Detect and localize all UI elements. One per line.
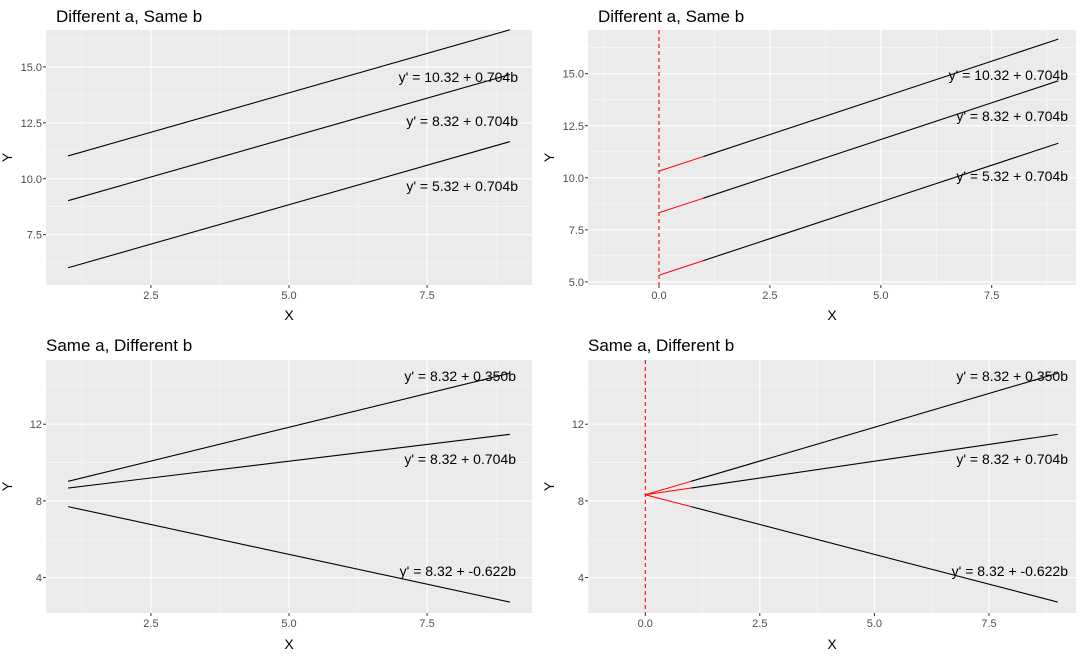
y-tick-label: 7.5 bbox=[27, 230, 42, 242]
series-intercept-extension-3 bbox=[645, 494, 692, 508]
x-axis-label: X bbox=[284, 307, 294, 323]
x-tick-label: 2.5 bbox=[762, 290, 777, 302]
x-tick-label: 0.0 bbox=[638, 618, 653, 630]
y-tick-label: 10.0 bbox=[21, 174, 42, 186]
series-line-2 bbox=[703, 80, 1059, 199]
series-label-3: y' = 8.32 + -0.622b bbox=[952, 563, 1069, 579]
chart-panel-3: 2.5 5.0 7.5 4 8 12 y' = 8.32 + 0.350b y' = 8.32… bbox=[0, 336, 532, 652]
series-line-1 bbox=[67, 29, 511, 157]
x-tick-label: 7.5 bbox=[419, 290, 434, 302]
chart-title: Different a, Same b bbox=[598, 7, 744, 26]
chart-panel-1: 2.5 5.0 7.57.510.012.515.0y' = 10.32 + 0.7… bbox=[0, 7, 532, 323]
y-tick-label: 12 bbox=[30, 419, 42, 431]
plot-background bbox=[588, 30, 1076, 285]
x-tick-label: 2.5 bbox=[752, 618, 767, 630]
series-intercept-extension-1 bbox=[658, 156, 704, 172]
series-label-1: y' = 8.32 + 0.350b bbox=[404, 368, 516, 384]
series-line-3 bbox=[67, 141, 511, 269]
y-tick-label: 12.5 bbox=[563, 121, 584, 133]
series-intercept-extension-1 bbox=[645, 480, 692, 496]
x-tick-label: 7.5 bbox=[419, 618, 434, 630]
y-tick-label: 15.0 bbox=[563, 69, 584, 81]
x-tick-label: 5.0 bbox=[873, 290, 888, 302]
series-intercept-extension-3 bbox=[658, 260, 704, 276]
chart-panel-4: 0.0 2.5 5.0 7.5 4 8 12 y' = 8.32 + 0.350b y' = 8… bbox=[541, 336, 1076, 652]
series-label-3: y' = 5.32 + 0.704b bbox=[406, 178, 518, 194]
x-tick-label: 7.5 bbox=[981, 618, 996, 630]
series-line-1 bbox=[690, 372, 1058, 482]
y-tick-label: 4 bbox=[36, 573, 42, 585]
y-tick-label: 12.5 bbox=[21, 118, 42, 130]
y-tick-label: 7.5 bbox=[569, 225, 584, 237]
x-tick-label: 5.0 bbox=[867, 618, 882, 630]
plot-background bbox=[588, 360, 1076, 613]
series-intercept-extension-2 bbox=[658, 197, 704, 214]
chart-title: Different a, Same b bbox=[56, 7, 202, 26]
series-label-3: y' = 8.32 + -0.622b bbox=[400, 563, 517, 579]
y-tick-label: 10.0 bbox=[563, 173, 584, 185]
x-axis-label: X bbox=[827, 307, 837, 323]
x-tick-label: 5.0 bbox=[281, 290, 296, 302]
series-label-2: y' = 8.32 + 0.704b bbox=[956, 108, 1068, 124]
x-tick-label: 7.5 bbox=[984, 290, 999, 302]
chart-title: Same a, Different b bbox=[46, 336, 192, 355]
y-axis-label: Y bbox=[541, 481, 557, 491]
series-label-1: y' = 10.32 + 0.704b bbox=[949, 67, 1069, 83]
x-tick-label: 0.0 bbox=[651, 290, 666, 302]
series-label-2: y' = 8.32 + 0.704b bbox=[404, 451, 516, 467]
series-line-2 bbox=[691, 433, 1058, 489]
series-line-1 bbox=[67, 372, 511, 482]
y-tick-label: 4 bbox=[578, 573, 584, 585]
y-tick-label: 8 bbox=[578, 496, 584, 508]
y-axis-label: Y bbox=[0, 481, 15, 491]
y-tick-label: 15.0 bbox=[21, 62, 42, 74]
x-axis-label: X bbox=[284, 636, 294, 652]
series-label-2: y' = 8.32 + 0.704b bbox=[406, 113, 518, 129]
series-line-3 bbox=[690, 506, 1058, 603]
series-label-2: y' = 8.32 + 0.704b bbox=[956, 451, 1068, 467]
series-label-3: y' = 5.32 + 0.704b bbox=[956, 168, 1068, 184]
series-line-3 bbox=[703, 142, 1059, 262]
y-axis-label: Y bbox=[541, 152, 557, 162]
series-line-3 bbox=[67, 506, 511, 603]
y-tick-label: 12 bbox=[572, 419, 584, 431]
x-tick-label: 5.0 bbox=[281, 618, 296, 630]
series-line-1 bbox=[703, 38, 1059, 158]
series-label-1: y' = 8.32 + 0.350b bbox=[956, 368, 1068, 384]
series-line-2 bbox=[67, 73, 511, 202]
series-line-2 bbox=[68, 433, 510, 489]
chart-panel-2: 0.0 2.5 5.0 7.5 5.0 7.5 10.0 12.5 15.0 y' = 10.32… bbox=[541, 7, 1076, 323]
y-tick-label: 8 bbox=[36, 496, 42, 508]
series-intercept-extension-2 bbox=[645, 487, 692, 496]
y-axis-label: Y bbox=[0, 152, 15, 162]
x-tick-label: 2.5 bbox=[143, 290, 158, 302]
y-tick-label: 5.0 bbox=[569, 277, 584, 289]
x-tick-label: 2.5 bbox=[143, 618, 158, 630]
x-axis-label: X bbox=[827, 636, 837, 652]
chart-title: Same a, Different b bbox=[588, 336, 734, 355]
